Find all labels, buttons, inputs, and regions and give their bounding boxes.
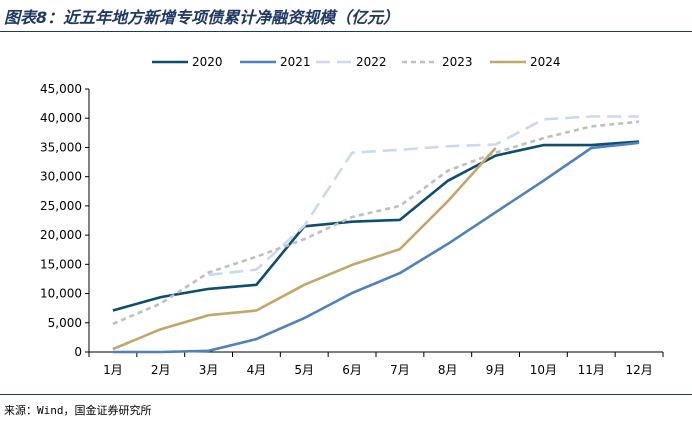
chart-title: 图表8：近五年地方新增专项债累计净融资规模（亿元） bbox=[4, 8, 400, 27]
y-tick-label: 45,000 bbox=[40, 82, 82, 96]
legend-label: 2021 bbox=[280, 55, 311, 69]
series-line-2021 bbox=[112, 141, 640, 354]
x-tick-label: 9月 bbox=[486, 363, 506, 377]
series-line-2020 bbox=[112, 140, 640, 312]
series-layer bbox=[112, 115, 640, 354]
x-tick-label: 8月 bbox=[438, 363, 458, 377]
y-tick-label: 0 bbox=[74, 345, 82, 359]
series-line-2022 bbox=[208, 115, 640, 277]
x-tick-label: 11月 bbox=[578, 363, 605, 377]
x-tick-label: 7月 bbox=[390, 363, 410, 377]
x-tick-label: 6月 bbox=[342, 363, 362, 377]
x-tick-label: 4月 bbox=[247, 363, 267, 377]
y-axis: 0 5,000 10,000 15,000 20,000 25,000 30,000 35,0… bbox=[40, 82, 90, 359]
source-note: 来源：Wind，国金证券研究所 bbox=[4, 404, 152, 417]
title-rule bbox=[0, 31, 692, 32]
x-tick-label: 1月 bbox=[103, 363, 123, 377]
source-rule bbox=[0, 394, 692, 395]
legend-label: 2020 bbox=[192, 55, 223, 69]
y-tick-label: 5,000 bbox=[48, 316, 82, 330]
y-tick-label: 40,000 bbox=[40, 111, 82, 125]
legend-label: 2022 bbox=[356, 55, 387, 69]
y-tick-label: 20,000 bbox=[40, 228, 82, 242]
y-tick-label: 35,000 bbox=[40, 140, 82, 154]
x-tick-label: 3月 bbox=[199, 363, 219, 377]
y-tick-label: 15,000 bbox=[40, 257, 82, 271]
y-tick-label: 25,000 bbox=[40, 199, 82, 213]
legend: 2020 2021 2022 2023 2024 bbox=[152, 55, 561, 69]
line-chart: 2020 2021 2022 2023 2024 0 5,000 10,000 15,000 2… bbox=[40, 55, 664, 377]
y-tick-label: 30,000 bbox=[40, 170, 82, 184]
series-line-2023 bbox=[112, 120, 640, 326]
y-tick-label: 10,000 bbox=[40, 287, 82, 301]
x-axis: 1月 2月 3月 4月 5月 6月 7月 8月 9月 10月 11月 12月 bbox=[88, 351, 664, 377]
x-tick-label: 2月 bbox=[151, 363, 171, 377]
legend-label: 2024 bbox=[530, 55, 561, 69]
x-tick-label: 12月 bbox=[625, 363, 652, 377]
x-tick-label: 5月 bbox=[294, 363, 314, 377]
legend-label: 2023 bbox=[442, 55, 473, 69]
series-line-2024 bbox=[112, 147, 497, 351]
x-tick-label: 10月 bbox=[530, 363, 557, 377]
